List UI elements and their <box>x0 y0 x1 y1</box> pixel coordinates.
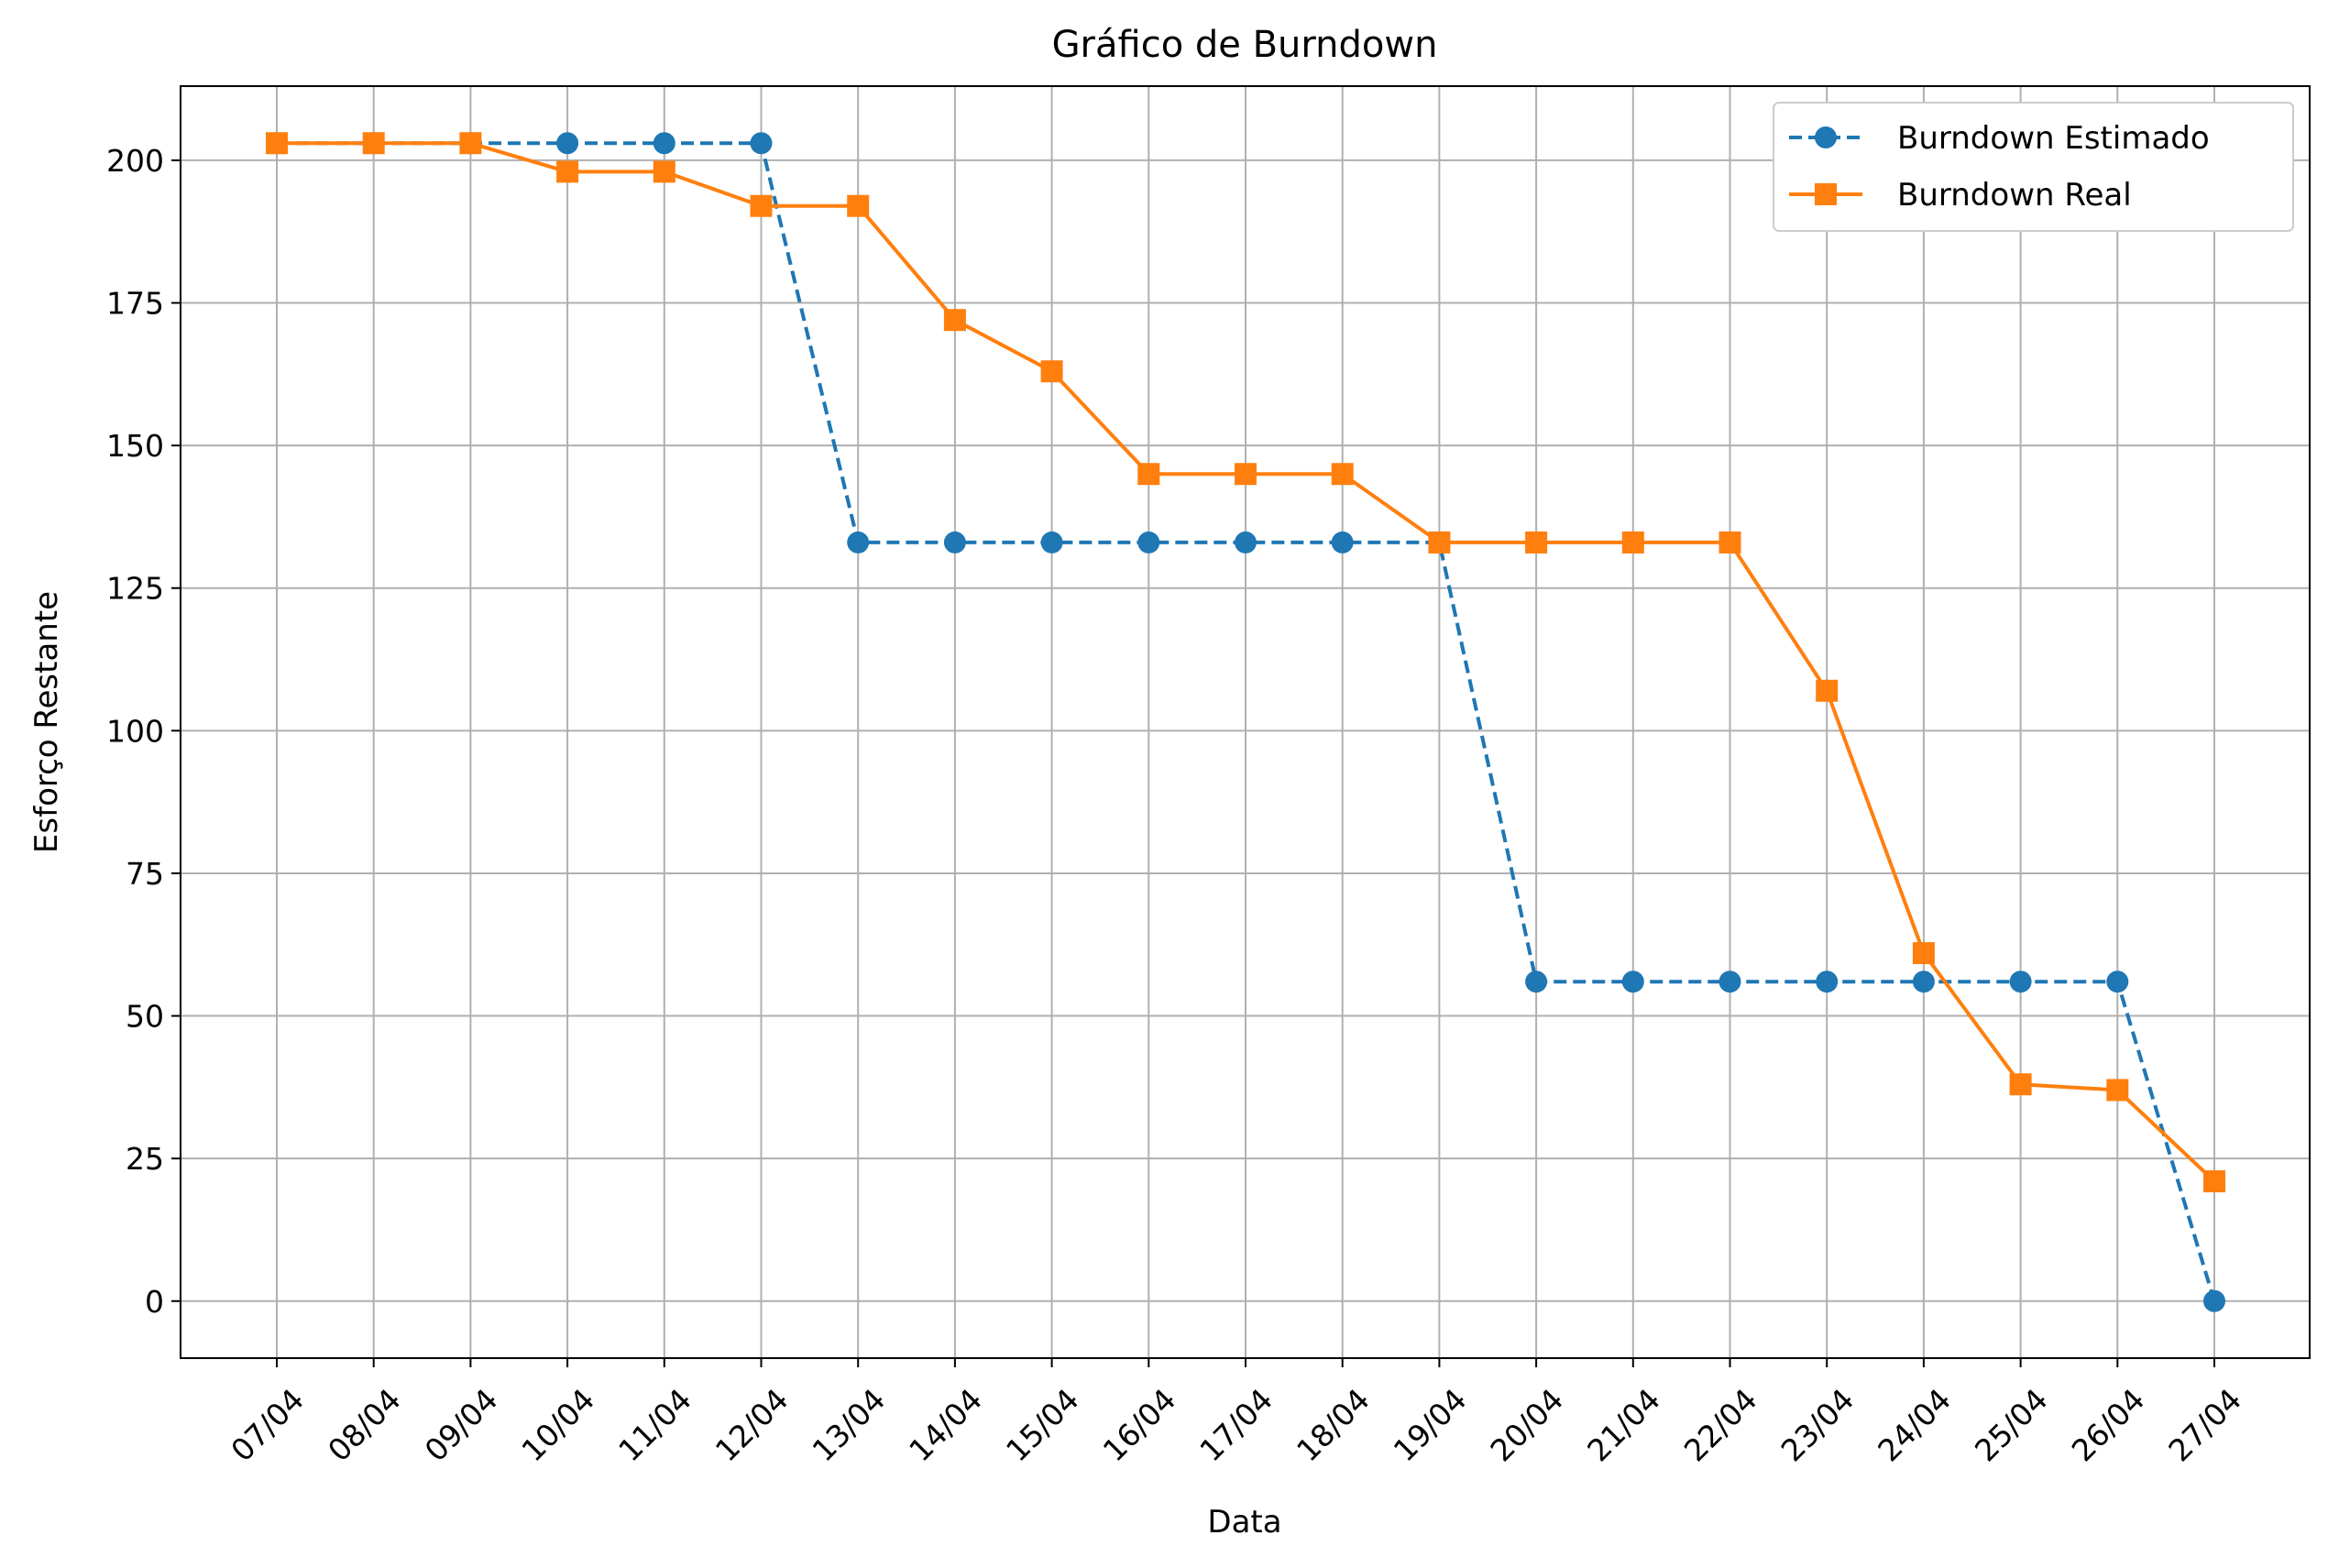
data-point-square <box>653 160 675 183</box>
data-point-circle <box>1137 531 1160 554</box>
data-point-square <box>266 132 288 155</box>
data-point-square <box>1816 679 1839 702</box>
grid-lines <box>181 86 2310 1358</box>
data-point-square <box>1621 531 1644 554</box>
y-tick-label: 75 <box>126 856 164 892</box>
data-point-circle <box>2009 970 2032 993</box>
y-tick-label: 25 <box>126 1141 164 1177</box>
data-point-circle <box>750 132 773 155</box>
data-point-square <box>556 160 579 183</box>
legend-items: Burndown Estimado Burndown Real <box>1789 120 2210 214</box>
data-point-circle <box>943 531 966 554</box>
data-point-square <box>1235 463 1257 486</box>
data-point-circle <box>1525 970 1548 993</box>
data-point-square <box>1428 531 1451 554</box>
data-point-square <box>1719 531 1741 554</box>
legend-marker-circle <box>1815 126 1837 148</box>
data-point-square <box>943 309 966 332</box>
legend: Burndown Estimado Burndown Real <box>1773 102 2294 232</box>
data-point-circle <box>847 531 870 554</box>
data-point-circle <box>2106 970 2129 993</box>
data-point-square <box>459 132 482 155</box>
y-tick-label: 150 <box>106 428 164 464</box>
chart-title: Gráfico de Burndown <box>1052 24 1438 66</box>
y-axis-label: Esforço Restante <box>28 591 65 853</box>
data-point-circle <box>1040 531 1063 554</box>
data-point-circle <box>653 132 675 155</box>
data-point-circle <box>1719 970 1741 993</box>
data-point-circle <box>1816 970 1839 993</box>
legend-label: Burndown Estimado <box>1897 120 2210 157</box>
series-layer <box>266 132 2225 1312</box>
data-point-square <box>847 194 870 217</box>
legend-label: Burndown Real <box>1897 177 2132 214</box>
data-point-circle <box>2203 1289 2225 1312</box>
y-tick-label: 175 <box>106 286 164 322</box>
data-point-square <box>1040 360 1063 383</box>
data-point-square <box>1331 463 1354 486</box>
data-point-square <box>362 132 385 155</box>
y-tick-label: 0 <box>145 1284 164 1320</box>
y-axis-ticks: 0 25 50 75 100 125 150 175 200 <box>106 143 181 1320</box>
y-tick-label: 100 <box>106 713 164 749</box>
y-tick-label: 50 <box>126 999 164 1035</box>
legend-frame <box>1773 102 2294 232</box>
y-tick-label: 200 <box>106 143 164 179</box>
x-axis-label: Data <box>1207 1504 1281 1541</box>
data-point-square <box>1912 942 1935 965</box>
data-point-square <box>1525 531 1548 554</box>
data-point-square <box>2203 1170 2225 1193</box>
data-point-square <box>2009 1073 2032 1096</box>
data-point-circle <box>1235 531 1257 554</box>
data-point-square <box>750 194 773 217</box>
data-point-circle <box>1621 970 1644 993</box>
data-point-circle <box>1331 531 1354 554</box>
y-tick-label: 125 <box>106 571 164 607</box>
data-point-square <box>2106 1079 2129 1102</box>
data-point-circle <box>556 132 579 155</box>
data-point-square <box>1137 463 1160 486</box>
data-point-circle <box>1912 970 1935 993</box>
legend-marker-square <box>1815 183 1837 205</box>
